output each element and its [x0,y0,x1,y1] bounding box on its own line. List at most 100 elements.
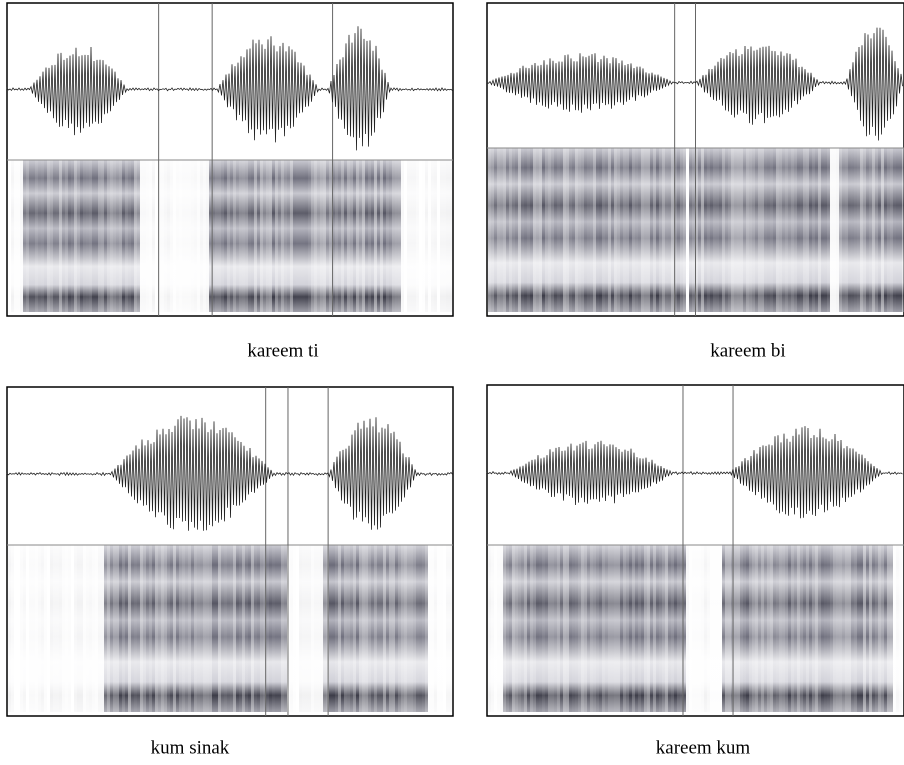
spectrogram-strip [131,545,134,712]
spectrogram-strip [845,545,848,712]
spectrogram-strip [140,160,143,312]
spectrogram-strip [605,545,608,712]
spectrogram-strip [107,160,110,312]
spectrogram-strip [65,545,68,712]
spectrogram-strip [518,545,521,712]
spectrogram-strip [11,160,14,312]
spectrogram-strip [200,160,203,312]
spectrogram-strip [305,545,308,712]
spectrogram-strip [509,545,512,712]
spectrogram-strip [272,160,275,312]
spectrogram-strip [359,545,362,712]
spectrogram-strip [284,160,287,312]
spectrogram-strip [671,148,674,312]
spectrogram-strip [68,160,71,312]
spectrogram-strip [809,545,812,712]
spectrogram-strip [308,545,311,712]
spectrogram-strip [593,148,596,312]
spectrogram-strip [635,148,638,312]
spectrogram-strip [170,160,173,312]
spectrogram-strip [317,160,320,312]
spectrogram-strip [161,545,164,712]
spectrogram-strip [737,545,740,712]
spectrogram-panel [7,3,453,316]
spectrogram-strip [800,148,803,312]
spectrogram-strip [830,148,833,312]
spectrogram-strip [752,148,755,312]
spectrogram-strip [323,160,326,312]
spectrogram-strip [824,148,827,312]
spectrogram-strip [701,148,704,312]
spectrogram-strip [80,160,83,312]
spectrogram-strip [86,160,89,312]
spectrogram-strip [764,148,767,312]
spectrogram-strip [158,545,161,712]
spectrogram-strip [896,545,899,712]
spectrogram-strip [62,545,65,712]
spectrogram-strip [725,545,728,712]
spectrogram-strip [794,148,797,312]
spectrogram-strip [491,545,494,712]
spectrogram-strip [203,160,206,312]
spectrogram-strip [404,545,407,712]
spectrogram-strip [710,148,713,312]
spectrogram-strip [89,160,92,312]
spectrogram-strip [695,545,698,712]
spectrogram-strip [431,545,434,712]
spectrogram-strip [182,160,185,312]
spectrogram-strip [245,160,248,312]
spectrogram-strip [668,148,671,312]
spectrogram-strip [425,160,428,312]
spectrogram-strip [122,160,125,312]
spectrogram-strip [335,545,338,712]
spectrogram-strip [623,148,626,312]
spectrogram-strip [644,148,647,312]
spectrogram-strip [614,545,617,712]
spectrogram-strip [431,160,434,312]
spectrogram-strip [596,545,599,712]
spectrogram-strip [530,148,533,312]
spectrogram-strip [620,545,623,712]
spectrogram-strip [890,148,893,312]
spectrogram-strip [782,545,785,712]
spectrogram-strip [167,545,170,712]
spectrogram-strip [119,160,122,312]
spectrogram-strip [617,148,620,312]
spectrogram-strip [437,545,440,712]
spectrogram-strip [788,545,791,712]
spectrogram-strip [98,160,101,312]
spectrogram-strip [425,545,428,712]
spectrogram-strip [869,545,872,712]
spectrogram-strip [266,545,269,712]
spectrogram-strip [830,545,833,712]
spectrogram-strip [449,545,452,712]
spectrogram-strip [392,545,395,712]
spectrogram-strip [698,148,701,312]
spectrogram-strip [167,160,170,312]
spectrogram-strip [278,160,281,312]
spectrogram-strip [422,160,425,312]
spectrogram-strip [566,545,569,712]
spectrogram-strip [377,160,380,312]
spectrogram-strip [215,160,218,312]
spectrogram-strip [164,160,167,312]
spectrogram-strip [338,545,341,712]
spectrogram-strip [344,545,347,712]
spectrogram-strip [29,160,32,312]
spectrogram-strip [671,545,674,712]
spectrogram-strip [380,545,383,712]
spectrogram-strip [728,545,731,712]
spectrogram-strip [371,160,374,312]
spectrogram-strip [881,545,884,712]
spectrogram-strip [809,148,812,312]
spectrogram-strip [509,148,512,312]
spectrogram-strip [275,545,278,712]
caption: kareem bi [710,340,785,361]
spectrogram-strip [173,545,176,712]
spectrogram-strip [884,148,887,312]
spectrogram-strip [308,160,311,312]
spectrogram-strip [416,545,419,712]
spectrogram-strip [572,148,575,312]
spectrogram-strip [95,160,98,312]
spectrogram-strip [293,160,296,312]
